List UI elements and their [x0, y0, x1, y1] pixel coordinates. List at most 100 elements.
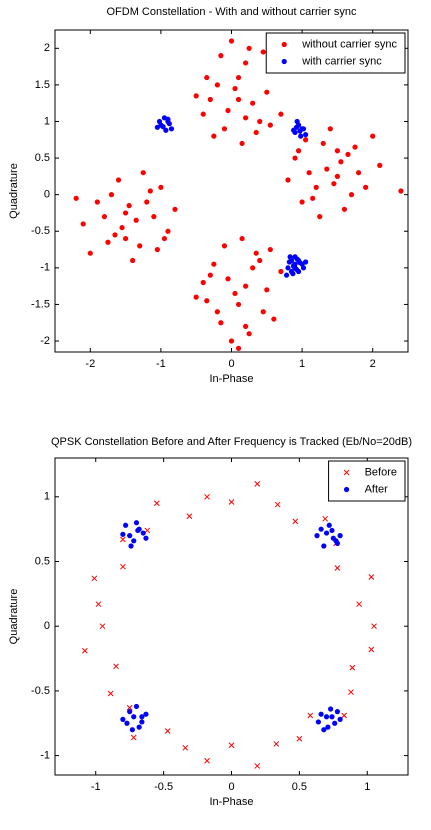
point [200, 111, 206, 117]
point [228, 742, 235, 749]
point [300, 265, 307, 271]
point [235, 96, 242, 103]
point [120, 531, 126, 537]
point [218, 53, 224, 59]
point [324, 166, 330, 172]
point [228, 499, 235, 505]
point [165, 228, 171, 234]
point [371, 623, 377, 630]
point [211, 133, 217, 139]
y-tick-label: -0.5 [31, 225, 50, 237]
y-axis-label: Quadrature [8, 589, 20, 645]
point [320, 140, 326, 147]
point [370, 133, 376, 139]
point [349, 664, 356, 671]
point [264, 89, 270, 95]
point [200, 279, 206, 286]
point [337, 716, 343, 722]
point [126, 203, 132, 209]
chart-title: QPSK Constellation Before and After Freq… [51, 436, 412, 448]
point [105, 239, 111, 245]
point [239, 235, 245, 242]
point [99, 623, 106, 630]
point [286, 259, 292, 265]
x-axis-label: In-Phase [209, 796, 253, 808]
point [120, 716, 126, 722]
point [333, 538, 339, 544]
point [204, 757, 210, 764]
point [287, 254, 293, 260]
point [338, 159, 344, 165]
plot-area [55, 458, 408, 775]
point [294, 118, 300, 125]
point [137, 243, 143, 249]
point [130, 257, 136, 264]
point [250, 100, 256, 106]
point [164, 728, 171, 734]
point [290, 271, 296, 277]
point [341, 206, 348, 212]
point [356, 601, 362, 608]
point [80, 221, 86, 227]
y-tick-label: -1 [40, 749, 50, 761]
point [151, 214, 157, 220]
point [154, 124, 160, 130]
point [124, 720, 130, 726]
point [298, 133, 304, 139]
point [235, 301, 242, 308]
y-tick-label: 2 [44, 42, 50, 54]
point [303, 137, 309, 143]
point [253, 250, 259, 256]
point [243, 115, 249, 121]
point [307, 712, 314, 719]
y-tick-label: 0 [44, 620, 50, 632]
point [186, 513, 193, 520]
point [295, 148, 302, 154]
point [323, 714, 330, 720]
y-tick-label: 0.5 [35, 555, 50, 567]
chart-title: OFDM Constellation - With and without ca… [106, 6, 357, 18]
point [285, 177, 291, 183]
point [101, 214, 108, 220]
point [225, 276, 231, 282]
point [271, 316, 277, 322]
point [140, 170, 146, 176]
point [328, 706, 334, 712]
plot-area [55, 30, 408, 352]
point [334, 565, 341, 571]
y-tick-label: 0.5 [35, 152, 50, 164]
point [314, 533, 320, 539]
point [260, 309, 266, 315]
point [398, 188, 404, 194]
y-tick-label: -0.5 [31, 685, 50, 697]
point [254, 481, 261, 487]
x-tick-label: 1 [364, 781, 370, 793]
point [91, 575, 98, 582]
point [108, 192, 115, 198]
point [257, 257, 263, 264]
legend-box [328, 460, 406, 502]
point [243, 60, 249, 66]
point [310, 195, 316, 201]
point [243, 283, 249, 289]
point [363, 184, 369, 190]
point [257, 118, 263, 125]
point [128, 543, 134, 549]
point [143, 711, 149, 717]
point [239, 140, 245, 147]
point [133, 217, 139, 223]
point [267, 246, 273, 253]
y-tick-label: 0 [44, 189, 50, 201]
point [345, 151, 351, 158]
legend: Before After [328, 460, 406, 502]
legend: without carrier sync with carrier sync [265, 32, 406, 74]
point [293, 266, 300, 272]
y-tick-label: -1 [40, 262, 50, 274]
x-tick-label: -1 [156, 358, 166, 370]
point [207, 272, 213, 278]
point [292, 518, 299, 525]
point [204, 74, 210, 81]
point [161, 235, 168, 242]
point [274, 501, 281, 508]
point [246, 45, 252, 51]
